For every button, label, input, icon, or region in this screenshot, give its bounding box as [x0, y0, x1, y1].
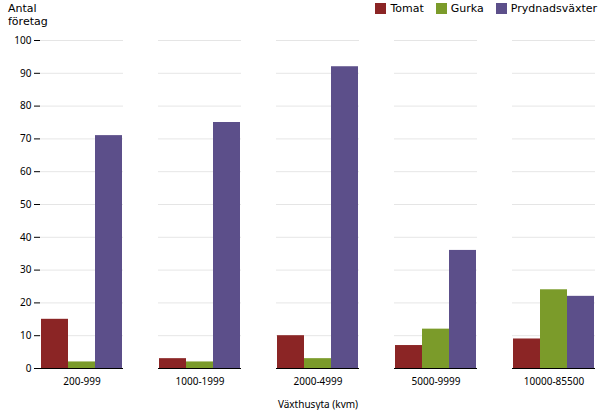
svg-text:80: 80: [20, 98, 32, 112]
svg-text:10000-85500: 10000-85500: [524, 374, 585, 388]
svg-text:5000-9999: 5000-9999: [412, 374, 461, 388]
svg-text:0: 0: [26, 361, 32, 375]
html-text:Prydnadsväxter: Prydnadsväxter: [510, 2, 597, 15]
svg-text:30: 30: [20, 262, 32, 276]
svg-text:Växthusyta (kvm): Växthusyta (kvm): [278, 397, 358, 411]
html-text:Antal: Antal: [8, 2, 37, 15]
svg-text:10: 10: [20, 328, 32, 342]
svg-text:40: 40: [20, 230, 32, 244]
svg-text:20: 20: [20, 295, 32, 309]
html-text:företag: företag: [8, 15, 48, 28]
html-text:Gurka: Gurka: [450, 2, 484, 15]
html-text:Tomat: Tomat: [390, 2, 424, 15]
svg-text:90: 90: [20, 66, 32, 80]
svg-text:60: 60: [20, 164, 32, 178]
svg-text:100: 100: [14, 33, 31, 47]
svg-text:2000-4999: 2000-4999: [294, 374, 343, 388]
svg-text:200-999: 200-999: [63, 374, 101, 388]
svg-text:70: 70: [20, 131, 32, 145]
svg-text:1000-1999: 1000-1999: [176, 374, 225, 388]
svg-text:50: 50: [20, 197, 32, 211]
